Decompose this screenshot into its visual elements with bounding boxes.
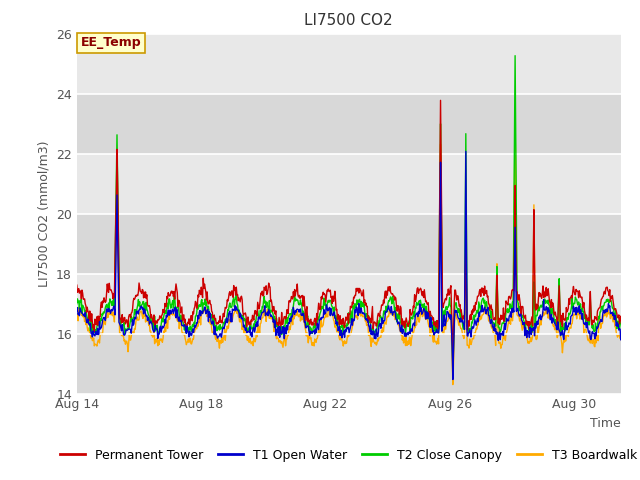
Y-axis label: LI7500 CO2 (mmol/m3): LI7500 CO2 (mmol/m3) [38,140,51,287]
Title: LI7500 CO2: LI7500 CO2 [305,13,393,28]
Text: EE_Temp: EE_Temp [81,36,141,49]
Bar [77,214,621,274]
Bar [77,334,621,394]
Bar [77,94,621,154]
Legend: Permanent Tower, T1 Open Water, T2 Close Canopy, T3 Boardwalk: Permanent Tower, T1 Open Water, T2 Close… [55,444,640,467]
X-axis label: Time: Time [590,417,621,430]
